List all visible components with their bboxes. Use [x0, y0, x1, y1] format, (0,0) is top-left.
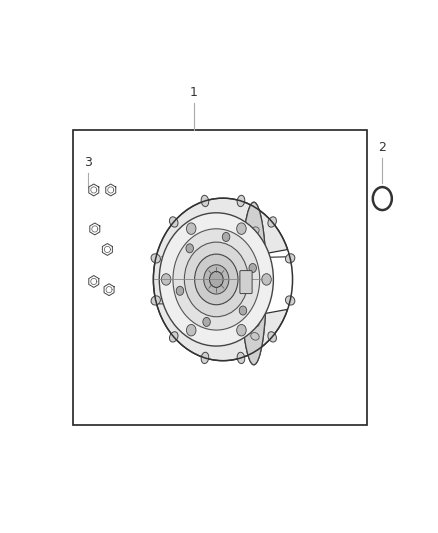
Circle shape: [176, 286, 184, 295]
Ellipse shape: [251, 319, 259, 327]
Circle shape: [237, 223, 246, 235]
FancyBboxPatch shape: [240, 271, 252, 294]
Ellipse shape: [251, 255, 259, 263]
Ellipse shape: [201, 195, 209, 207]
Ellipse shape: [201, 352, 209, 364]
Ellipse shape: [268, 332, 276, 342]
Ellipse shape: [170, 217, 178, 227]
Ellipse shape: [251, 227, 259, 235]
Circle shape: [161, 273, 171, 285]
Circle shape: [237, 325, 246, 336]
Text: 1: 1: [190, 86, 198, 99]
Ellipse shape: [151, 296, 160, 305]
Text: 3: 3: [84, 156, 92, 168]
Circle shape: [249, 263, 256, 272]
Ellipse shape: [237, 195, 245, 207]
Ellipse shape: [173, 229, 260, 330]
Ellipse shape: [209, 271, 223, 287]
Circle shape: [186, 244, 194, 253]
Circle shape: [239, 306, 247, 315]
Ellipse shape: [268, 217, 276, 227]
Ellipse shape: [159, 213, 273, 346]
Circle shape: [223, 232, 230, 241]
Ellipse shape: [241, 202, 266, 365]
Ellipse shape: [170, 332, 178, 342]
Circle shape: [203, 317, 210, 326]
Ellipse shape: [151, 254, 160, 263]
Ellipse shape: [251, 240, 259, 247]
Circle shape: [262, 273, 271, 285]
Circle shape: [187, 325, 196, 336]
Ellipse shape: [251, 271, 259, 279]
Ellipse shape: [251, 304, 259, 312]
Polygon shape: [153, 198, 288, 365]
Ellipse shape: [286, 254, 295, 263]
Ellipse shape: [194, 254, 238, 305]
Circle shape: [187, 223, 196, 235]
Ellipse shape: [237, 352, 245, 364]
Ellipse shape: [204, 265, 229, 294]
Text: 2: 2: [378, 141, 386, 154]
Ellipse shape: [251, 288, 259, 296]
Ellipse shape: [286, 296, 295, 305]
Ellipse shape: [184, 242, 248, 317]
Ellipse shape: [251, 333, 259, 340]
